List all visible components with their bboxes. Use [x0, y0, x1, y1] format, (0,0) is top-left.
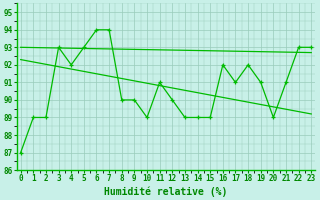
X-axis label: Humidité relative (%): Humidité relative (%) — [104, 186, 228, 197]
